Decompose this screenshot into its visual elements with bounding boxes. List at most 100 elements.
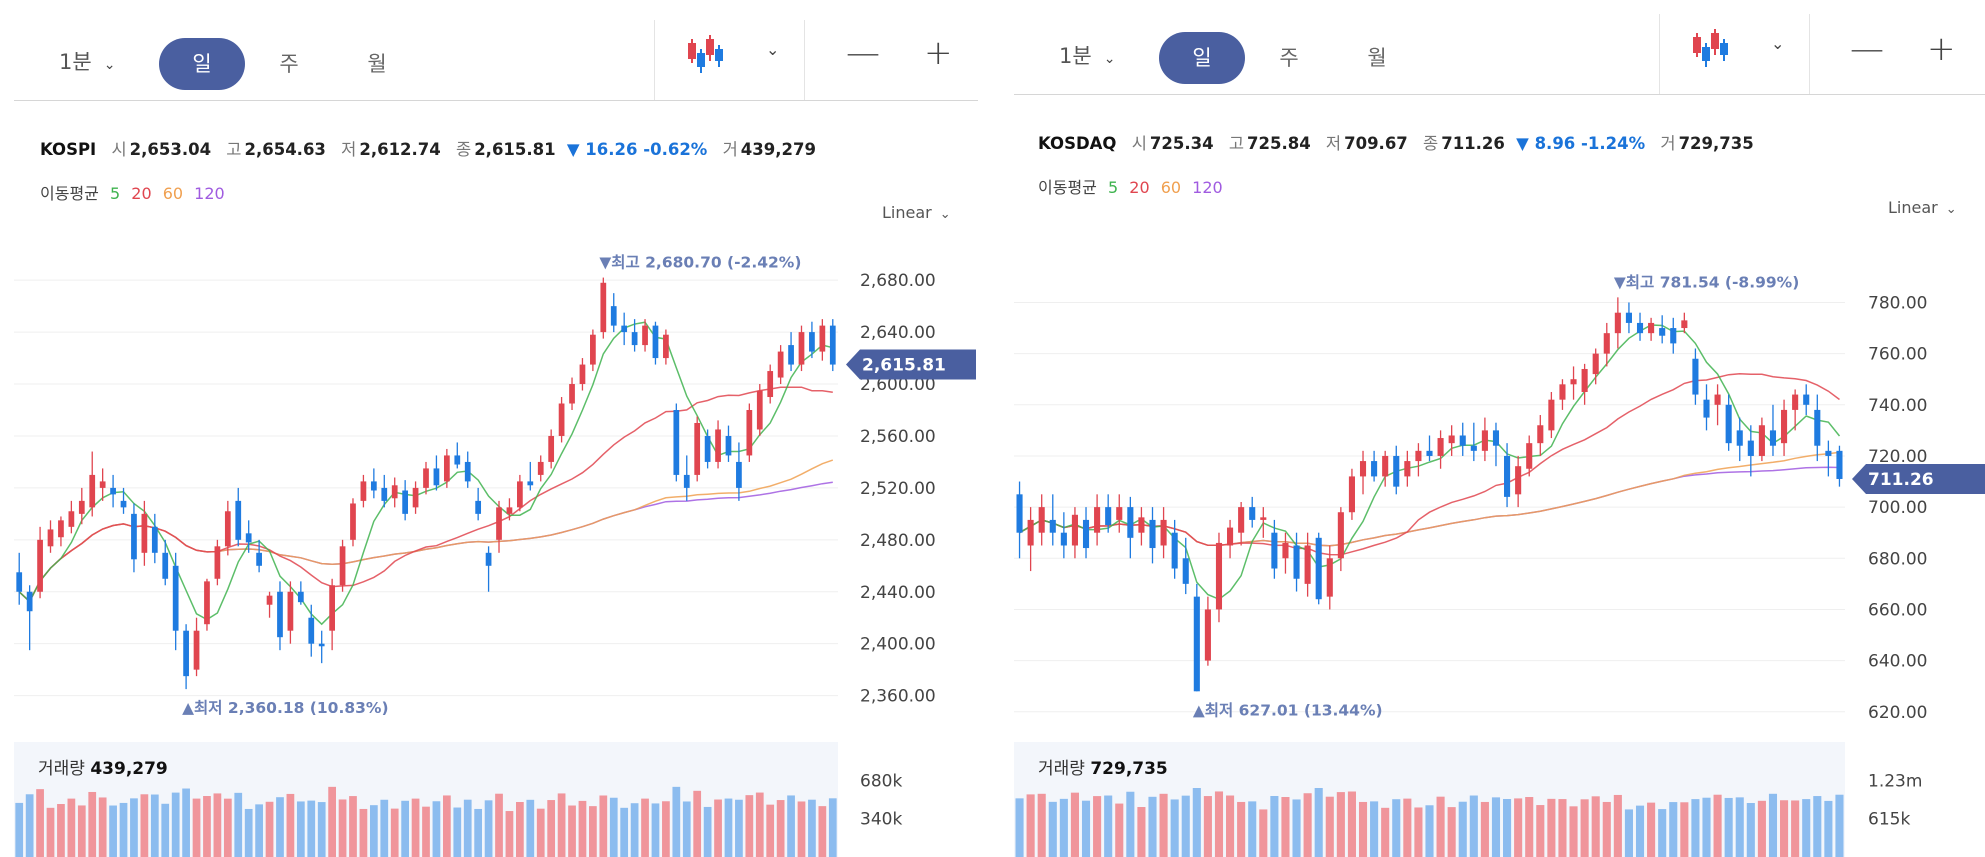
- tab-month[interactable]: 월: [367, 52, 387, 76]
- tab-day[interactable]: 일: [159, 38, 245, 90]
- interval-label: 1분: [1059, 44, 1092, 68]
- price-chart[interactable]: 2,680.00 2,640.00 2,600.00 2,560.00 2,520.00…: [0, 0, 985, 857]
- moving-average-legend[interactable]: 이동평균 5 20 60 120: [1038, 174, 1223, 198]
- candle: [496, 500, 502, 553]
- candle: [756, 384, 763, 436]
- candle: [642, 319, 648, 352]
- volume-bar: [1436, 796, 1445, 857]
- price-chart[interactable]: 780.00 760.00 740.00 720.00 700.00 680.00 660.…: [1000, 0, 1985, 857]
- volume-bar: [1613, 794, 1622, 857]
- candle: [1481, 417, 1488, 462]
- chart-type-chevron-icon[interactable]: ⌄: [1771, 34, 1785, 53]
- candle: [1326, 545, 1333, 610]
- tab-month[interactable]: 월: [1367, 46, 1387, 70]
- candle-body: [151, 526, 158, 553]
- candle: [412, 481, 419, 514]
- candle: [777, 345, 784, 385]
- candle: [131, 503, 137, 573]
- volume-bar: [1314, 788, 1323, 857]
- volume-bar: [1159, 793, 1168, 857]
- moving-average-legend[interactable]: 이동평균 5 20 60 120: [40, 180, 225, 204]
- volume-bar: [1037, 793, 1046, 857]
- candlestick-chart-icon[interactable]: [1691, 27, 1733, 71]
- symbol-name: KOSPI: [40, 140, 97, 159]
- candle-body: [433, 468, 440, 486]
- volume-bar: [1780, 800, 1789, 857]
- volume-bar: [109, 805, 117, 857]
- candlestick-chart-icon[interactable]: [686, 33, 728, 77]
- candle-body: [767, 371, 774, 398]
- high-value: 725.84: [1247, 134, 1311, 153]
- candle-body: [266, 595, 273, 605]
- chart-type-chevron-icon[interactable]: ⌄: [766, 40, 780, 59]
- candle-body: [1282, 542, 1289, 559]
- y-tick-label: 620.00: [1868, 703, 1927, 723]
- tab-week[interactable]: 주: [279, 52, 299, 76]
- candle: [652, 321, 659, 365]
- volume-bar: [1735, 797, 1744, 857]
- zoom-in-button[interactable]: +: [924, 33, 953, 73]
- candle: [402, 480, 409, 521]
- tab-day[interactable]: 일: [1159, 32, 1245, 84]
- candle: [1138, 507, 1145, 546]
- candle-body: [16, 572, 23, 592]
- candle: [58, 516, 64, 547]
- y-tick-label: 2,440.00: [860, 583, 936, 603]
- interval-dropdown[interactable]: 1분 ⌄: [59, 38, 115, 86]
- volume-bar: [390, 808, 399, 857]
- candle-body: [1127, 507, 1134, 538]
- candle: [433, 455, 440, 491]
- volume-bar: [630, 803, 639, 857]
- candle-body: [297, 591, 304, 603]
- candle: [1116, 494, 1123, 533]
- volume-bar: [1835, 794, 1844, 857]
- candle: [204, 578, 210, 631]
- candle-body: [89, 474, 96, 508]
- candle: [1659, 315, 1666, 344]
- candle-body: [1614, 312, 1621, 334]
- candle: [1459, 422, 1466, 456]
- candle: [1371, 450, 1378, 482]
- volume-bar: [828, 798, 837, 857]
- candle-body: [558, 403, 565, 436]
- scale-dropdown[interactable]: Linear ⌄: [882, 203, 951, 222]
- candle-body: [1160, 519, 1167, 546]
- volume-bar: [1602, 801, 1611, 857]
- candle-body: [485, 552, 492, 566]
- candle-body: [1238, 507, 1245, 533]
- volume-bar: [547, 800, 556, 857]
- zoom-in-button[interactable]: +: [1927, 29, 1956, 69]
- candle-body: [1548, 399, 1555, 431]
- candle: [151, 513, 158, 564]
- volume-bar: [338, 799, 347, 857]
- toolbar-divider: [804, 20, 805, 100]
- candle: [26, 585, 33, 651]
- y-tick-label: 2,640.00: [860, 323, 936, 343]
- candle-body: [1814, 409, 1821, 446]
- candle-body: [1404, 461, 1411, 477]
- zoom-out-button[interactable]: —: [846, 33, 880, 73]
- zoom-out-button[interactable]: —: [1850, 29, 1884, 69]
- candle: [266, 591, 273, 618]
- candle: [1105, 494, 1112, 533]
- candle-body: [1271, 532, 1278, 569]
- volume-bar: [171, 792, 180, 857]
- volume-bar: [1137, 807, 1146, 857]
- candle: [1249, 496, 1256, 528]
- candle: [1027, 507, 1034, 572]
- candle: [350, 498, 356, 547]
- tab-week[interactable]: 주: [1279, 46, 1299, 70]
- candle-body: [308, 617, 315, 644]
- volume-bar: [557, 793, 566, 857]
- volume-bar: [1170, 799, 1179, 857]
- toolbar-divider: [654, 20, 655, 100]
- interval-dropdown[interactable]: 1분 ⌄: [1059, 32, 1115, 80]
- candle: [1404, 450, 1411, 487]
- candle-body: [78, 500, 85, 514]
- candle: [1492, 422, 1500, 467]
- candle: [172, 552, 179, 651]
- candle-body: [131, 513, 137, 560]
- candle-body: [517, 481, 523, 508]
- volume-bar: [682, 801, 691, 857]
- scale-dropdown[interactable]: Linear ⌄: [1888, 198, 1957, 217]
